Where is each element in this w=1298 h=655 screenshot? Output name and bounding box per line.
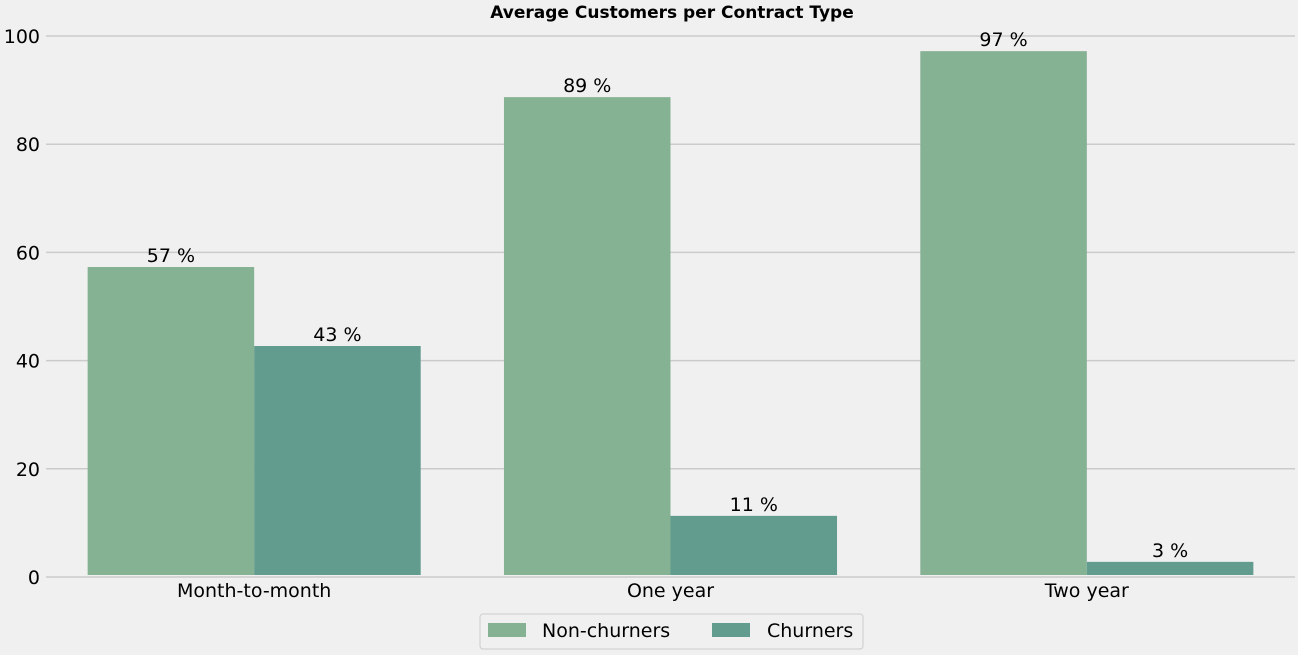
legend-swatch-churners bbox=[712, 623, 750, 637]
bars bbox=[87, 51, 1254, 576]
legend: Non-churners Churners bbox=[479, 613, 864, 650]
data-label: 11 % bbox=[730, 494, 778, 516]
bar bbox=[920, 51, 1087, 575]
y-tick-label: 80 bbox=[16, 134, 40, 156]
y-axis-tick-labels: 0 20 40 60 80 100 bbox=[4, 26, 40, 589]
bar bbox=[1086, 561, 1254, 575]
y-tick-label: 20 bbox=[16, 459, 40, 481]
data-label: 89 % bbox=[563, 75, 611, 97]
data-label: 3 % bbox=[1152, 540, 1188, 562]
bar bbox=[503, 97, 671, 576]
bar bbox=[670, 515, 838, 575]
legend-frame bbox=[479, 613, 864, 650]
y-tick-label: 60 bbox=[16, 242, 40, 264]
bar bbox=[87, 267, 255, 575]
y-tick-label: 100 bbox=[4, 26, 40, 48]
legend-label-churners: Churners bbox=[767, 620, 853, 642]
bar bbox=[254, 345, 421, 575]
data-label: 43 % bbox=[313, 324, 361, 346]
x-tick-label: One year bbox=[627, 580, 714, 602]
y-tick-label: 40 bbox=[16, 351, 40, 373]
data-label: 97 % bbox=[979, 29, 1027, 51]
chart-title: Average Customers per Contract Type bbox=[490, 3, 854, 23]
x-tick-label: Month-to-month bbox=[177, 580, 331, 602]
data-labels: 57 % 43 % 89 % 11 % 97 % 3 % bbox=[147, 29, 1188, 562]
x-tick-label: Two year bbox=[1044, 580, 1129, 602]
legend-label-non-churners: Non-churners bbox=[542, 620, 670, 642]
data-label: 57 % bbox=[147, 245, 195, 267]
y-tick-label: 0 bbox=[28, 567, 40, 589]
x-axis-tick-labels: Month-to-month One year Two year bbox=[177, 580, 1129, 602]
legend-swatch-non-churners bbox=[488, 623, 526, 637]
